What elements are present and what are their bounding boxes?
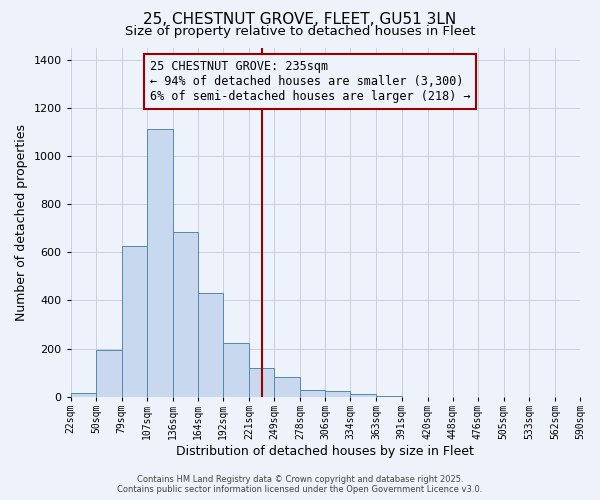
- Text: Size of property relative to detached houses in Fleet: Size of property relative to detached ho…: [125, 25, 475, 38]
- Bar: [274, 377, 300, 397]
- Bar: [325, 390, 350, 397]
- Bar: [376, 396, 401, 397]
- Bar: [223, 342, 249, 397]
- Bar: [122, 246, 147, 397]
- Y-axis label: Number of detached properties: Number of detached properties: [15, 124, 28, 320]
- Bar: [249, 368, 274, 397]
- Bar: [300, 390, 325, 397]
- Text: 25, CHESTNUT GROVE, FLEET, GU51 3LN: 25, CHESTNUT GROVE, FLEET, GU51 3LN: [143, 12, 457, 28]
- Bar: [198, 293, 223, 397]
- Text: Contains HM Land Registry data © Crown copyright and database right 2025.
Contai: Contains HM Land Registry data © Crown c…: [118, 474, 482, 494]
- Bar: [71, 393, 96, 397]
- Text: 25 CHESTNUT GROVE: 235sqm
← 94% of detached houses are smaller (3,300)
6% of sem: 25 CHESTNUT GROVE: 235sqm ← 94% of detac…: [149, 60, 470, 102]
- Bar: [173, 232, 198, 397]
- Bar: [96, 350, 122, 397]
- Bar: [147, 130, 173, 397]
- Bar: [350, 394, 376, 397]
- X-axis label: Distribution of detached houses by size in Fleet: Distribution of detached houses by size …: [176, 444, 474, 458]
